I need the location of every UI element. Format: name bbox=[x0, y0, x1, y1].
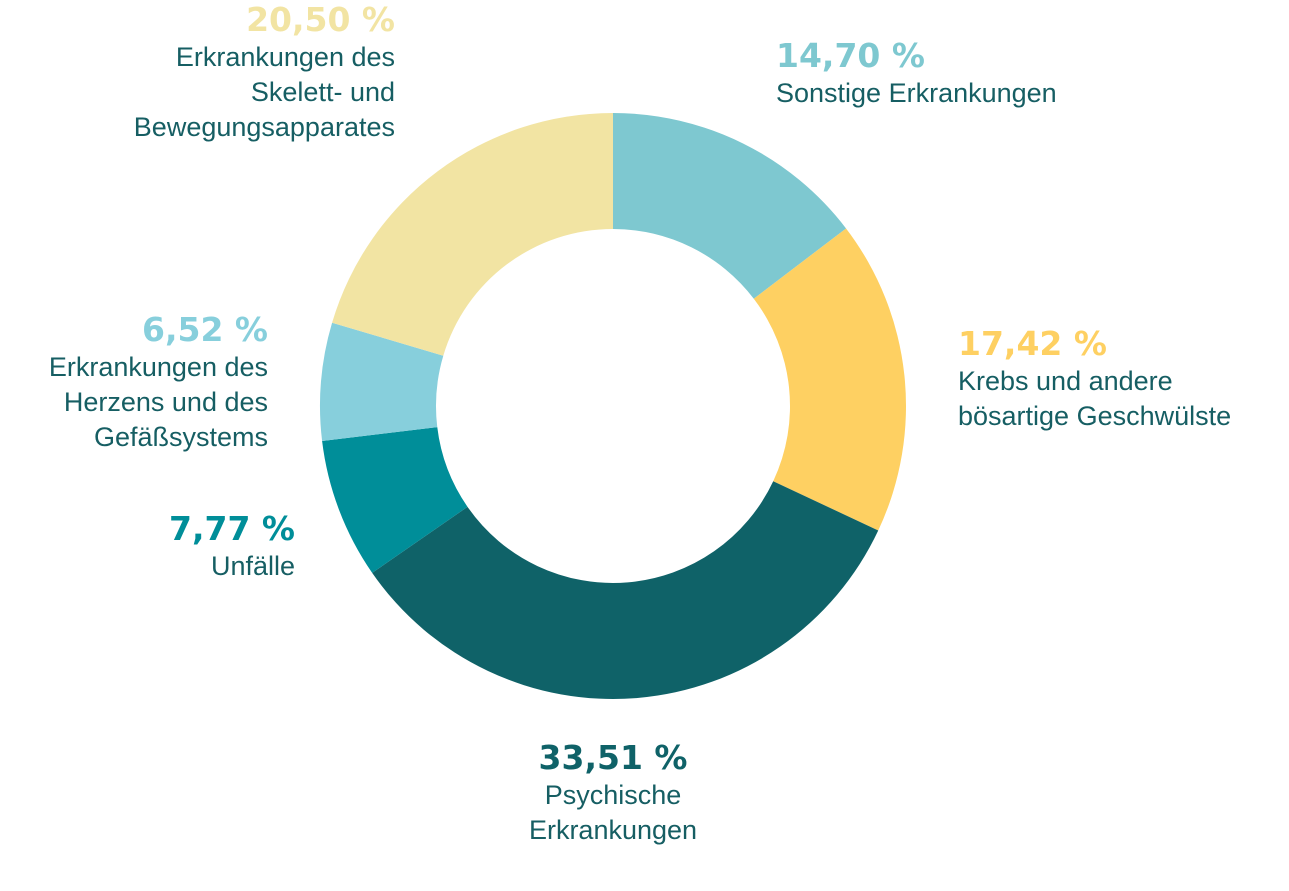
slice-value-label: 7,77 % bbox=[169, 509, 295, 548]
slice-category-label: Erkrankungen des Herzens und des Gefäßsy… bbox=[48, 352, 268, 452]
donut-slice-1 bbox=[613, 113, 847, 299]
slice-category-label: Erkrankungen des Skelett- und Bewegungsa… bbox=[133, 42, 395, 142]
slice-value-label: 6,52 % bbox=[142, 310, 268, 349]
slice-label-skelett: 20,50 % Erkrankungen des Skelett- und Be… bbox=[134, 0, 395, 145]
slice-category-label: Unfälle bbox=[210, 551, 295, 581]
slice-value-label: 20,50 % bbox=[246, 0, 395, 39]
slice-category-label: Psychische Erkrankungen bbox=[528, 780, 698, 845]
slice-layer bbox=[320, 113, 906, 699]
donut-slice-2 bbox=[753, 228, 906, 531]
slice-label-krebs: 17,42 % Krebs und andere bösartige Gesch… bbox=[958, 324, 1231, 434]
slice-value-label: 17,42 % bbox=[958, 324, 1107, 363]
donut-slice-6 bbox=[332, 113, 613, 356]
donut-slice-4 bbox=[322, 427, 468, 573]
slice-category-label: Krebs und andere bösartige Geschwülste bbox=[958, 366, 1232, 431]
slice-label-unfaelle: 7,77 % Unfälle bbox=[169, 509, 295, 584]
slice-label-psychische: 33,51 % Psychische Erkrankungen bbox=[529, 738, 697, 848]
slice-label-herz: 6,52 % Erkrankungen des Herzens und des … bbox=[49, 310, 268, 455]
donut-slice-3 bbox=[372, 481, 879, 699]
slice-value-label: 33,51 % bbox=[538, 738, 688, 777]
slice-label-sonstige: 14,70 % Sonstige Erkrankungen bbox=[776, 36, 1057, 111]
slice-value-label: 14,70 % bbox=[776, 36, 925, 75]
slice-category-label: Sonstige Erkrankungen bbox=[776, 78, 1057, 108]
donut-slice-5 bbox=[320, 322, 444, 442]
